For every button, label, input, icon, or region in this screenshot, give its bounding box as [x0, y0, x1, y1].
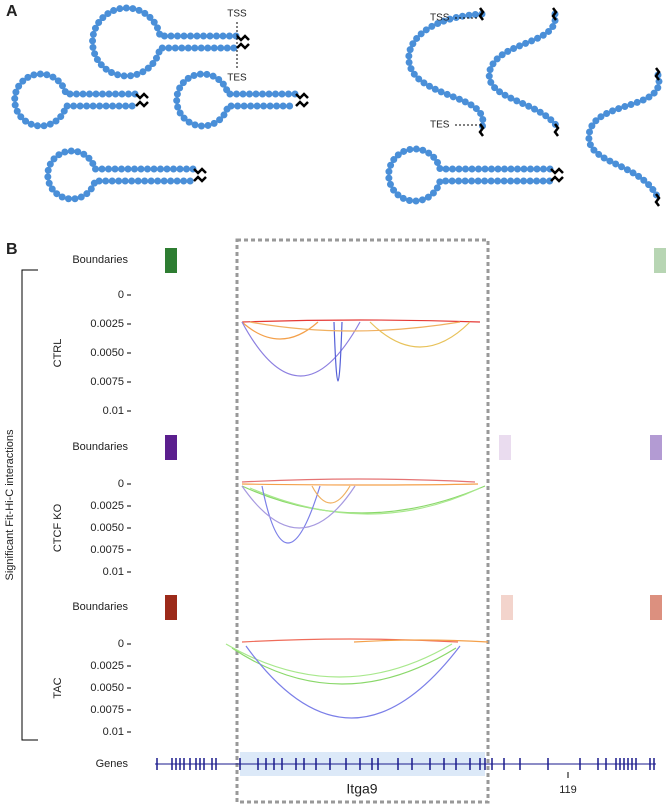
genes-label: Genes [96, 758, 129, 770]
interaction-arc [241, 638, 459, 643]
panel-label: A [6, 3, 18, 20]
tick-label: 0.0075 [90, 704, 124, 716]
tick-label: 0.0075 [90, 544, 124, 556]
tick-label: 0.0050 [90, 682, 124, 694]
interaction-arc [241, 321, 319, 340]
interaction-arc [333, 321, 343, 382]
tick-label: 0.0025 [90, 500, 124, 512]
boundary [165, 248, 177, 273]
track-label: CTCF KO [52, 503, 64, 552]
tick-label: 0 [118, 638, 124, 650]
tss-label: TSS [227, 9, 247, 20]
tracks: Boundaries 0 0.0025 0.0050 0.0075 0.01 CTRL Bou… [52, 248, 666, 738]
boundaries-label: Boundaries [72, 601, 128, 613]
tes-label: TES [227, 73, 247, 84]
hairpins-left [11, 4, 309, 203]
coordinate-label: 119 [559, 784, 577, 796]
tick-label: 0.01 [103, 726, 124, 738]
boundary [499, 435, 511, 460]
boundary [501, 595, 513, 620]
highlight-box [235, 238, 490, 804]
interaction-arc [231, 647, 457, 685]
interaction-arc [241, 485, 486, 514]
interaction-arc [353, 639, 489, 643]
genes-track [155, 752, 656, 778]
boundaries-label: Boundaries [72, 254, 128, 266]
boundary [650, 435, 662, 460]
bracket [21, 269, 38, 741]
chains-right [385, 7, 663, 207]
boundary [650, 595, 662, 620]
interaction-arc [369, 321, 471, 348]
tick-label: 0.0025 [90, 318, 124, 330]
tick-label: 0.0050 [90, 522, 124, 534]
track-label: TAC [52, 677, 64, 698]
interaction-arc [241, 478, 476, 483]
tick-label: 0 [118, 478, 124, 490]
interaction-arc [241, 321, 361, 377]
tick-label: 0.0050 [90, 347, 124, 359]
track-label: CTRL [52, 339, 64, 368]
interaction-arc [245, 645, 461, 719]
interaction-arc [241, 319, 481, 323]
boundary [165, 595, 177, 620]
interaction-arc [311, 485, 351, 504]
boundary [654, 248, 666, 273]
boundary [165, 435, 177, 460]
interaction-arc [225, 643, 453, 678]
tss-label: TSS [430, 13, 450, 24]
tes-label: TES [430, 120, 450, 131]
y-axis-title: Significant Fit-Hi-C interactions [4, 429, 16, 580]
interaction-arc [249, 487, 481, 515]
boundaries-label: Boundaries [72, 441, 128, 453]
tick-label: 0.01 [103, 566, 124, 578]
tick-label: 0.0025 [90, 660, 124, 672]
interaction-arc [241, 483, 479, 486]
tick-label: 0.0075 [90, 376, 124, 388]
interaction-arc [261, 485, 321, 544]
interaction-arc [249, 321, 461, 332]
tick-label: 0.01 [103, 405, 124, 417]
interaction-arc [241, 485, 356, 529]
tick-label: 0 [118, 289, 124, 301]
panel-label: B [6, 241, 18, 258]
gene-name: Itga9 [346, 781, 377, 797]
